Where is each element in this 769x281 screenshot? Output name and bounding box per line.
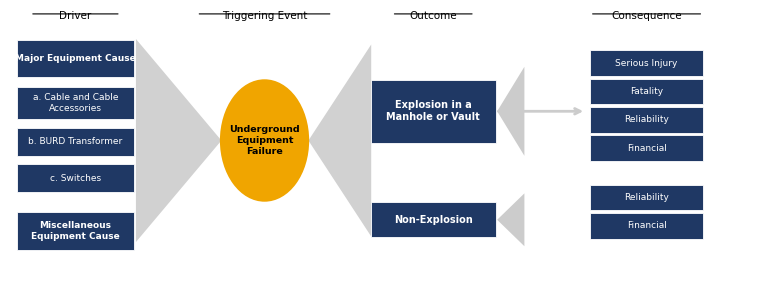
Text: c. Switches: c. Switches	[50, 174, 101, 183]
Text: Reliability: Reliability	[624, 115, 669, 124]
Text: Reliability: Reliability	[624, 193, 669, 202]
FancyBboxPatch shape	[17, 212, 134, 250]
FancyBboxPatch shape	[17, 87, 134, 119]
FancyBboxPatch shape	[17, 128, 134, 156]
Text: b. BURD Transformer: b. BURD Transformer	[28, 137, 122, 146]
FancyBboxPatch shape	[590, 213, 704, 239]
Text: Triggering Event: Triggering Event	[221, 11, 308, 21]
Text: a. Cable and Cable
Accessories: a. Cable and Cable Accessories	[32, 93, 118, 113]
Text: Major Equipment Cause: Major Equipment Cause	[15, 54, 136, 63]
Text: Fatality: Fatality	[630, 87, 663, 96]
Text: Consequence: Consequence	[611, 11, 682, 21]
Text: Miscellaneous
Equipment Cause: Miscellaneous Equipment Cause	[31, 221, 120, 241]
Text: Non-Explosion: Non-Explosion	[394, 215, 473, 225]
Polygon shape	[136, 39, 221, 242]
FancyBboxPatch shape	[590, 135, 704, 161]
FancyBboxPatch shape	[590, 107, 704, 133]
Text: Serious Injury: Serious Injury	[615, 59, 677, 68]
Text: Underground
Equipment
Failure: Underground Equipment Failure	[229, 125, 300, 156]
FancyBboxPatch shape	[371, 202, 496, 237]
FancyBboxPatch shape	[17, 164, 134, 192]
FancyBboxPatch shape	[590, 79, 704, 104]
Text: Driver: Driver	[59, 11, 92, 21]
Polygon shape	[498, 67, 524, 156]
Text: Financial: Financial	[627, 221, 667, 230]
Polygon shape	[308, 44, 371, 237]
Text: Outcome: Outcome	[409, 11, 457, 21]
FancyBboxPatch shape	[590, 50, 704, 76]
FancyBboxPatch shape	[590, 185, 704, 210]
Text: Explosion in a
Manhole or Vault: Explosion in a Manhole or Vault	[386, 100, 480, 123]
FancyBboxPatch shape	[17, 40, 134, 77]
Ellipse shape	[220, 79, 309, 202]
Text: Financial: Financial	[627, 144, 667, 153]
FancyBboxPatch shape	[371, 80, 496, 142]
Polygon shape	[498, 193, 524, 246]
